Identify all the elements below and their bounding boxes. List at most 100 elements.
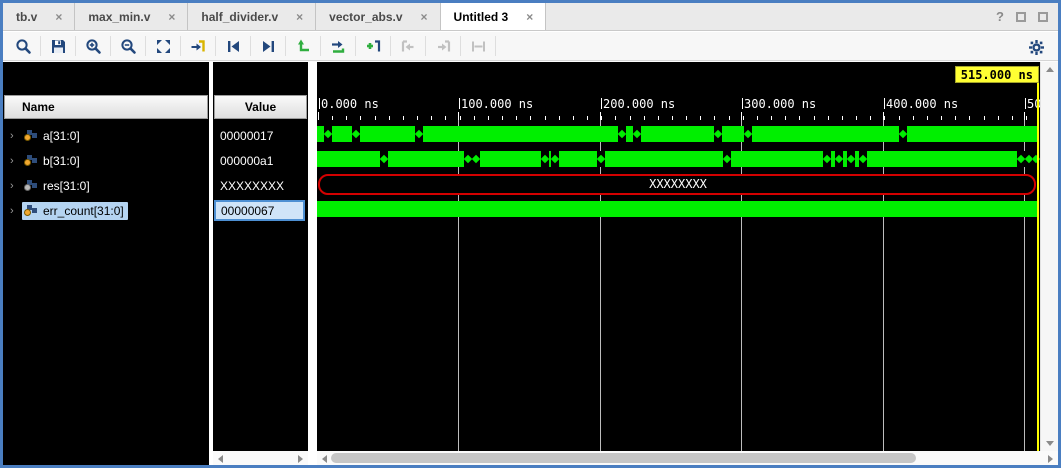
value-wave-splitter[interactable] [308,62,317,465]
go-to-time-icon[interactable] [324,34,352,58]
close-icon[interactable]: × [168,9,176,24]
help-icon[interactable]: ? [996,9,1004,24]
value-row[interactable]: XXXXXXXX [213,173,308,198]
zoom-out-icon[interactable] [114,34,142,58]
signal-name-cell[interactable]: b[31:0] [22,152,84,170]
bus-icon [24,155,37,166]
toolbar-separator [215,36,216,56]
axis-minor-tick [672,116,673,120]
close-icon[interactable]: × [526,9,534,24]
selected-value-box[interactable]: 00000067 [214,200,305,221]
wave-bus-b[interactable] [317,151,1040,167]
value-horizontal-scrollbar[interactable] [213,451,308,465]
tab-vector-abs-v[interactable]: vector_abs.v × [316,3,441,30]
bus-transition-mark [597,151,605,167]
signal-row-a[interactable]: › a[31:0] [3,123,209,148]
save-icon[interactable] [44,34,72,58]
scroll-right-icon[interactable] [298,455,303,463]
signal-name-cell[interactable]: err_count[31:0] [22,201,128,220]
scroll-down-icon[interactable] [1046,441,1054,446]
axis-minor-tick [884,116,885,120]
bus-transition-mark [415,126,423,142]
bus-transition-mark [1032,151,1040,167]
signal-row-b[interactable]: › b[31:0] [3,148,209,173]
axis-minor-tick [856,116,857,120]
zoom-in-icon[interactable] [79,34,107,58]
axis-minor-tick [530,116,531,120]
axis-minor-tick [360,116,361,120]
axis-major-tick [318,112,319,120]
wave-horizontal-scrollbar[interactable] [317,451,1058,465]
scroll-left-icon[interactable] [218,455,223,463]
name-column-header[interactable]: Name [4,95,208,119]
signal-value-panel: Value 00000017 000000a1 XXXXXXXX 00000067 [213,62,308,451]
expand-chevron-icon[interactable]: › [10,129,14,142]
signal-name-panel: Name › a[31:0] › b[31:0] › res[31:0] › err_coun… [3,62,209,465]
tab-untitled-3[interactable]: Untitled 3 × [440,3,547,30]
axis-minor-tick [502,116,503,120]
axis-minor-tick [870,116,871,120]
scrollbar-thumb[interactable] [331,453,916,463]
maximize-icon[interactable] [1016,11,1026,22]
signal-name-cell[interactable]: a[31:0] [22,127,84,145]
expand-chevron-icon[interactable]: › [10,204,14,217]
tab-label: vector_abs.v [329,9,403,24]
toolbar-separator [145,36,146,56]
axis-minor-tick [686,116,687,120]
expand-chevron-icon[interactable]: › [10,154,14,167]
time-gridline [1024,120,1025,451]
bus-transition-mark [352,126,360,142]
wave-bus-a[interactable] [317,126,1037,142]
value-row[interactable]: 000000a1 [213,148,308,173]
close-icon[interactable]: × [420,9,428,24]
tab-tb-v[interactable]: tb.v × [3,3,76,30]
tab-max-min-v[interactable]: max_min.v × [75,3,189,30]
scroll-up-icon[interactable] [1046,67,1054,72]
bus-icon [24,180,37,191]
zoom-to-cursor-icon[interactable] [184,34,212,58]
axis-minor-tick [658,116,659,120]
scroll-right-icon[interactable] [1048,455,1053,463]
bus-transition-mark [541,151,549,167]
tabs: tb.v × max_min.v × half_divider.v × vector_abs… [3,3,547,30]
signal-row-err_count[interactable]: › err_count[31:0] [3,198,209,223]
axis-tick-label: 200.000 ns [600,97,676,111]
close-icon[interactable]: × [55,9,63,24]
signal-name-cell[interactable]: res[31:0] [22,177,94,195]
axis-minor-tick [771,116,772,120]
add-marker-icon[interactable] [359,34,387,58]
close-icon[interactable]: × [296,9,304,24]
signal-name-label: b[31:0] [43,153,80,168]
value-row[interactable]: 00000017 [213,123,308,148]
gear-icon[interactable] [1022,35,1050,59]
axis-minor-tick [615,116,616,120]
axis-tick-label: 300.000 ns [741,97,817,111]
zoom-fit-icon[interactable] [149,34,177,58]
expand-chevron-icon[interactable]: › [10,179,14,192]
signal-row-res[interactable]: › res[31:0] [3,173,209,198]
float-icon[interactable] [1038,11,1048,22]
wave-vertical-scrollbar[interactable] [1040,62,1058,451]
value-row[interactable]: 00000067 [213,198,308,223]
time-cursor[interactable] [1037,83,1039,451]
name-value-splitter[interactable] [209,62,213,465]
toolbar-separator [495,36,496,56]
swap-cursor-icon[interactable] [289,34,317,58]
axis-minor-tick [460,116,461,120]
wave-unknown-res[interactable] [318,174,1036,195]
axis-tick-label: 0.000 ns [319,97,379,111]
axis-major-tick [1024,112,1025,120]
next-transition-icon[interactable] [254,34,282,58]
value-column-header[interactable]: Value [214,95,307,119]
waveform-panel[interactable]: 515.000 ns 0.000 ns 100.000 ns 200.000 ns 3… [317,62,1040,451]
scroll-left-icon[interactable] [322,455,327,463]
tab-half-divider-v[interactable]: half_divider.v × [188,3,317,30]
wave-bus-err_count[interactable] [317,201,1037,217]
signal-value: 00000017 [220,128,274,143]
bus-transition-mark [472,151,480,167]
search-icon[interactable] [9,34,37,58]
previous-transition-icon[interactable] [219,34,247,58]
axis-minor-tick [714,116,715,120]
axis-minor-tick [417,116,418,120]
time-gridline [883,120,884,451]
